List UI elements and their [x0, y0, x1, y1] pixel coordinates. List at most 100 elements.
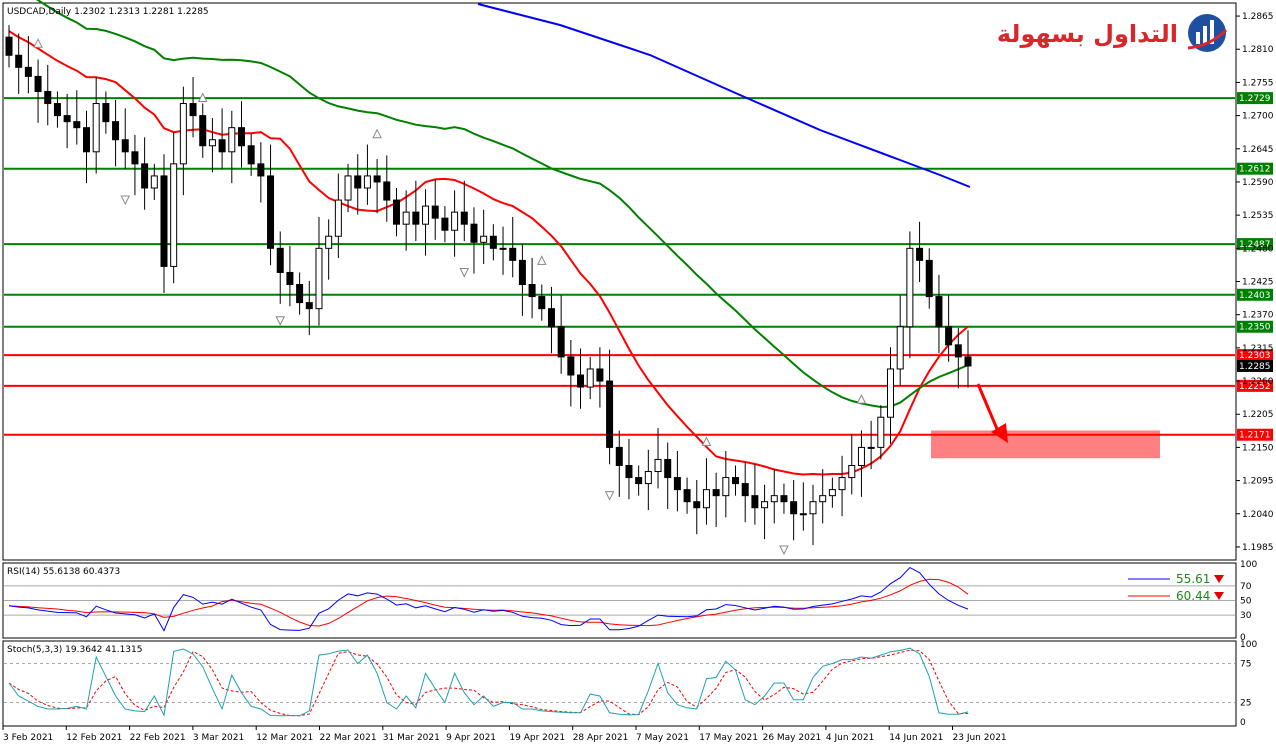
- price-tick-label: 1.2040: [1242, 510, 1274, 520]
- time-tick-label: 23 Jun 2021: [953, 733, 1007, 743]
- moving-averages-layer: [8, 0, 971, 476]
- candle-bear: [441, 217, 449, 231]
- candle-bear: [24, 66, 32, 77]
- candle-bear: [751, 495, 759, 509]
- rsi-header: RSI(14) 55.6138 60.4373: [7, 567, 120, 577]
- price-tick-label: 1.2645: [1242, 145, 1274, 155]
- candle-bear: [509, 247, 517, 261]
- rsi-legend: 55.61 60.44: [1128, 572, 1224, 603]
- time-tick-label: 28 Apr 2021: [573, 733, 629, 743]
- candle-bull: [344, 175, 352, 201]
- candle-bear: [712, 489, 720, 497]
- price-tick-label: 1.2755: [1242, 78, 1274, 88]
- rsi-tick-label: 30: [1240, 611, 1252, 621]
- ma-blue-line: [477, 3, 971, 188]
- stoch-header: Stoch(5,3,3) 19.3642 41.1315: [7, 645, 142, 655]
- level-tag-label: 1.2612: [1239, 165, 1271, 175]
- fractal-marker: [701, 436, 712, 446]
- level-tag: [1237, 288, 1273, 301]
- candle-bull: [896, 326, 904, 370]
- level-tag: [1237, 428, 1273, 441]
- level-tag-label: 1.2729: [1239, 94, 1271, 104]
- candle-bear: [276, 247, 284, 273]
- candle-bear: [5, 36, 13, 56]
- fractal-marker: [604, 491, 615, 501]
- ma-red-line: [8, 30, 969, 476]
- price-axis: 1.2865 1.2810 1.2755 1.2700 1.2645 1.2590 1.25…: [1236, 12, 1274, 553]
- logo-text: التداول بسهولة: [997, 20, 1178, 48]
- fractal-marker: [275, 316, 286, 326]
- rsi-tick-label: 0: [1240, 633, 1246, 643]
- candle-bear: [73, 121, 81, 129]
- candle-bull: [848, 464, 856, 479]
- level-tag-label: 1.2350: [1239, 323, 1271, 333]
- candle-bear: [15, 54, 23, 68]
- candle-bull: [325, 235, 333, 249]
- main-header: USDCAD,Daily 1.2302 1.2313 1.2281 1.2285: [7, 7, 209, 17]
- candle-bull: [644, 471, 652, 485]
- price-tick-label: 1.2810: [1242, 45, 1274, 55]
- candle-bull: [170, 163, 178, 267]
- candle-bear: [489, 235, 497, 249]
- candle-bear: [664, 458, 672, 479]
- candle-bull: [480, 235, 488, 243]
- time-tick-label: 19 Apr 2021: [509, 733, 565, 743]
- price-tick-label: 1.2700: [1242, 112, 1274, 122]
- price-tick-label: 1.2150: [1242, 443, 1274, 453]
- candle-bear: [916, 247, 924, 261]
- candle-bear: [538, 296, 546, 310]
- ma-green-line: [35, 0, 969, 409]
- fractal-marker: [197, 92, 208, 103]
- candle-bear: [102, 103, 110, 123]
- candle-bull: [208, 139, 216, 147]
- candle-bear: [112, 121, 120, 141]
- candle-bull: [315, 247, 323, 310]
- candle-bear: [945, 326, 953, 346]
- candle-bear: [199, 115, 207, 147]
- rsi-lines: 100 70 50 30 0: [4, 560, 1257, 643]
- candle-bull: [906, 247, 914, 328]
- candle-bear: [383, 181, 391, 201]
- candle-bear: [964, 356, 972, 367]
- candle-bull: [334, 199, 342, 237]
- stoch-panel[interactable]: [2, 640, 1237, 727]
- candle-bull: [363, 175, 371, 189]
- candle-bear: [596, 368, 604, 382]
- stoch-lines: 100 75 25 0: [4, 640, 1257, 728]
- price-tick-label: 1.2260: [1242, 377, 1274, 387]
- candle-bear: [935, 296, 943, 328]
- rsi-tick-label: 50: [1240, 597, 1252, 607]
- candle-bear: [305, 302, 313, 310]
- candle-bear: [547, 308, 555, 328]
- candle-bull: [838, 477, 846, 491]
- candle-bear: [925, 259, 933, 298]
- candle-bull: [586, 368, 594, 388]
- rsi-legend-value-1: 55.61: [1176, 572, 1210, 586]
- candle-bull: [867, 446, 875, 449]
- candle-bull: [799, 513, 807, 516]
- time-tick-label: 9 Apr 2021: [446, 733, 496, 743]
- level-tag-label: 1.2487: [1239, 240, 1271, 250]
- candle-bear: [373, 175, 381, 183]
- fractals-layer: [33, 38, 867, 556]
- fractal-marker: [372, 128, 382, 139]
- candle-bull: [828, 489, 836, 497]
- candle-bear: [567, 356, 575, 376]
- level-tag: [1237, 238, 1273, 251]
- candle-bull: [150, 175, 158, 189]
- time-tick-label: 12 Mar 2021: [256, 733, 313, 743]
- price-tick-label: 1.2480: [1242, 244, 1274, 254]
- candle-bear: [218, 139, 226, 153]
- price-tick-label: 1.2425: [1242, 278, 1274, 288]
- stoch-tick-label: 100: [1240, 640, 1257, 650]
- candle-bear: [34, 75, 42, 92]
- candle-bull: [819, 495, 827, 503]
- time-tick-label: 22 Mar 2021: [320, 733, 377, 743]
- candle-bear: [790, 501, 798, 515]
- stoch-tick-label: 25: [1240, 699, 1251, 709]
- candle-bull: [887, 368, 895, 418]
- candle-bear: [44, 90, 52, 105]
- time-tick-label: 7 May 2021: [636, 733, 689, 743]
- candle-bear: [354, 175, 362, 189]
